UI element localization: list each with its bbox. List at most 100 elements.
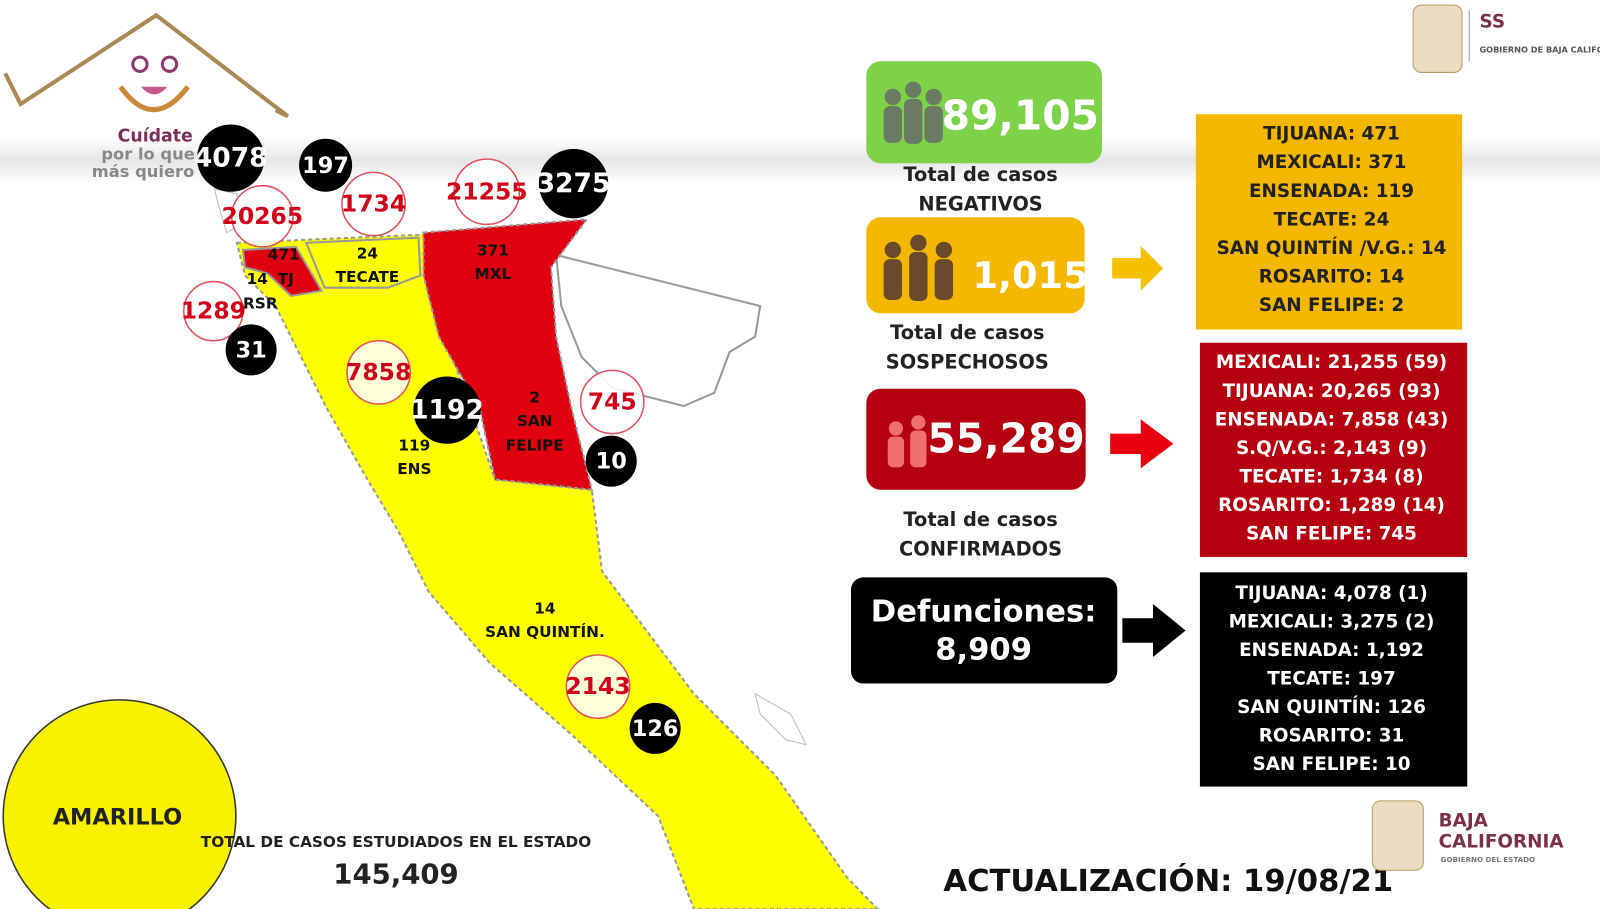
municipality-item: SAN FELIPE: 745: [1246, 524, 1417, 545]
municipality-item: TECATE: 24: [1274, 209, 1390, 230]
municipality-item: ENSENADA: 1,192: [1239, 640, 1424, 661]
death-circle: [538, 148, 609, 219]
emblem: [1371, 800, 1424, 871]
region-label: FELIPE: [506, 436, 564, 454]
municipality-item: MEXICALI: 21,255 (59): [1216, 352, 1447, 373]
header-abbr: SS: [1479, 11, 1505, 32]
status-label: AMARILLO: [53, 805, 183, 831]
death-circle: [197, 124, 265, 192]
deaths-label: Defunciones:: [871, 595, 1097, 630]
region-label: 2: [529, 388, 540, 406]
municipality-item: TIJUANA: 4,078 (1): [1235, 583, 1427, 604]
deaths-list-box: [1199, 572, 1468, 787]
death-count: 197: [302, 153, 349, 179]
municipality-item: ROSARITO: 14: [1259, 266, 1405, 287]
people-icon: [883, 234, 954, 301]
municipality-item: S.Q/V.G.: 2,143 (9): [1236, 438, 1427, 459]
negatives-value: 89,105: [942, 91, 1099, 139]
deaths-box: [851, 577, 1118, 684]
region-label: SAN QUINTÍN.: [485, 622, 605, 641]
studied-value: 145,409: [333, 858, 458, 890]
logo-roof: [3, 12, 290, 119]
negatives-label: NEGATIVOS: [918, 193, 1042, 216]
municipality-item: MEXICALI: 371: [1256, 152, 1406, 173]
logo: Cuídate por lo que más quiero: [3, 12, 290, 181]
suspects-value: 1,015: [972, 254, 1088, 297]
municipality-item: MEXICALI: 3,275 (2): [1229, 611, 1435, 632]
confirmed-circle: [565, 654, 631, 719]
municipality-item: SAN FELIPE: 2: [1259, 295, 1404, 316]
arrow: [1110, 419, 1174, 469]
region-label: 371: [477, 241, 509, 259]
region-label: 14: [247, 270, 268, 288]
death-count: 3275: [537, 168, 611, 199]
logo-head: [131, 55, 149, 73]
status-circle: [2, 699, 237, 909]
confirmed-label: Total de casos: [903, 508, 1057, 531]
footer-text: CALIFORNIA: [1439, 832, 1565, 853]
confirmed-circle: [579, 369, 645, 435]
people-icon: [883, 81, 943, 144]
studied-label: TOTAL DE CASOS ESTUDIADOS EN EL ESTADO: [201, 833, 591, 851]
tijuana-region: [241, 245, 324, 297]
confirmed-value: 55,289: [927, 415, 1084, 463]
municipality-item: TECATE: 1,734 (8): [1239, 466, 1423, 487]
confirmed-list-box: [1199, 342, 1468, 558]
map: 471 TJ 14 RSR 24 TECATE 371 MXL 2 SAN FELIPE 119 ENS…: [181, 124, 879, 909]
death-count: 10: [596, 449, 627, 475]
arrow: [1112, 245, 1164, 291]
region-label: TECATE: [336, 268, 400, 286]
death-count: 31: [236, 337, 267, 363]
municipality-item: ROSARITO: 1,289 (14): [1218, 495, 1445, 516]
suspects-label: Total de casos: [890, 321, 1044, 344]
municipality-item: ENSENADA: 7,858 (43): [1215, 409, 1449, 430]
municipality-item: SAN QUINTÍN: 126: [1237, 696, 1426, 718]
logo-hands: [118, 85, 190, 113]
municipality-item: ROSARITO: 31: [1259, 726, 1405, 747]
confirmed-circle: [230, 184, 294, 248]
deaths-list: TIJUANA: 4,078 (1) MEXICALI: 3,275 (2) ENS…: [1229, 583, 1435, 775]
death-count: 126: [632, 716, 679, 742]
confirmed-circle: [341, 171, 406, 237]
logo-text: por lo que: [101, 145, 194, 164]
island: [754, 692, 808, 746]
confirmed-circle: [183, 280, 244, 342]
municipality-item: TIJUANA: 471: [1263, 124, 1400, 145]
region-label: 119: [398, 436, 430, 454]
confirmed-count: 745: [588, 387, 637, 415]
confirmed-label: CONFIRMADOS: [899, 537, 1062, 560]
logo-heart: [140, 86, 168, 95]
footer-text: BAJA: [1439, 810, 1489, 831]
confirmed-count: 20265: [222, 202, 304, 230]
municipality-item: ENSENADA: 119: [1249, 181, 1414, 202]
suspects-label: SOSPECHOSOS: [886, 351, 1049, 374]
region-label: TJ: [278, 270, 294, 288]
municipality-item: TECATE: 197: [1267, 668, 1395, 689]
negatives-label: Total de casos: [903, 163, 1057, 186]
confirmed-count: 1734: [341, 190, 406, 218]
footer-logo: BAJA CALIFORNIA GOBIERNO DEL ESTADO: [1371, 800, 1565, 871]
region-label: RSR: [243, 295, 278, 313]
emblem: [1412, 4, 1463, 73]
death-circle: [629, 702, 681, 754]
region-label: 24: [357, 245, 378, 263]
sonora: [555, 253, 762, 408]
death-count: 1192: [410, 395, 484, 426]
header-text: GOBIERNO DE BAJA CALIFORNIA: [1479, 44, 1600, 54]
logo-text: Cuídate: [118, 127, 193, 147]
region-label: SAN: [517, 412, 553, 430]
region-label: MXL: [475, 265, 512, 283]
death-circle: [225, 324, 277, 376]
region-label: ENS: [397, 460, 431, 478]
confirmed-list: MEXICALI: 21,255 (59) TIJUANA: 20,265 (93…: [1215, 352, 1449, 544]
death-circle: [413, 376, 481, 444]
people-icon: [887, 415, 927, 468]
logo-head: [160, 55, 179, 73]
death-circle: [585, 435, 637, 487]
confirmed-count: 21255: [446, 177, 528, 205]
header-logo: SS GOBIERNO DE BAJA CALIFORNIA: [1412, 4, 1600, 73]
death-circle: [299, 138, 353, 192]
mexicali-region: [422, 218, 594, 491]
